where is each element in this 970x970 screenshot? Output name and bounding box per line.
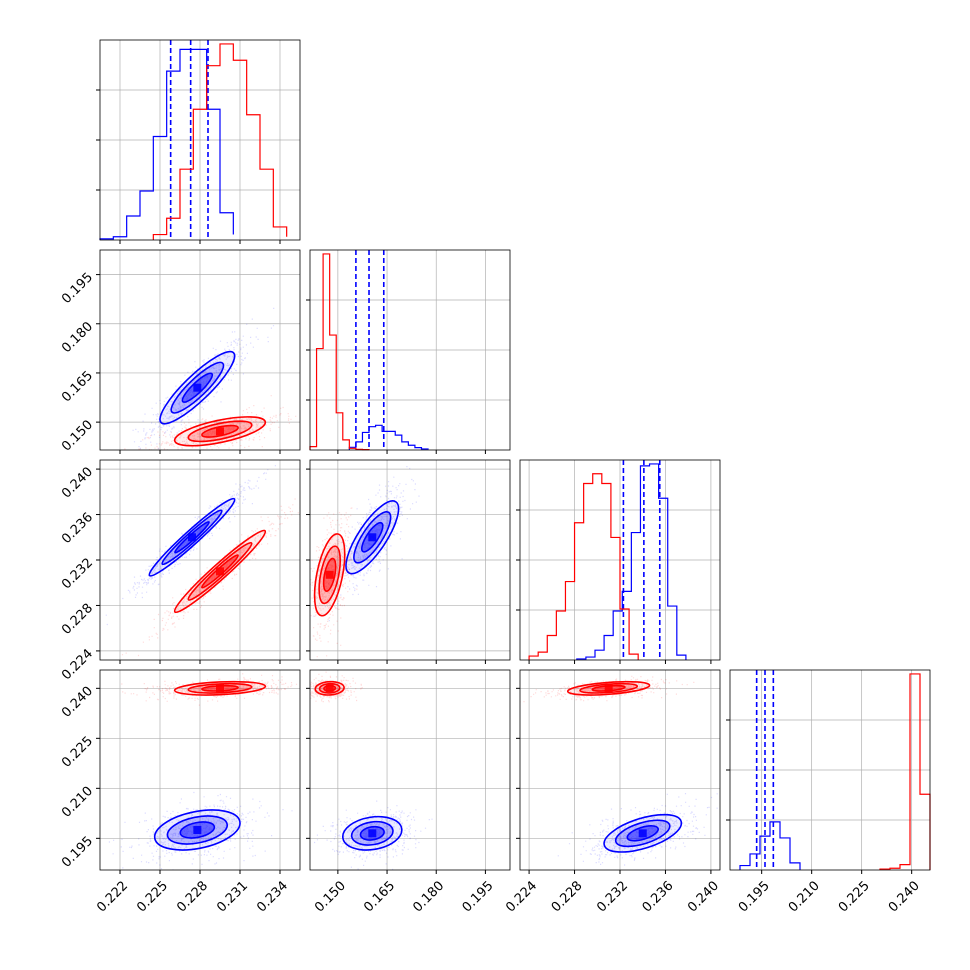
hist-panel-1 (306, 249, 511, 454)
x-tick-label-0-3: 0.231 (214, 878, 251, 915)
y-tick-label-2-4: 0.240 (59, 465, 96, 502)
scatter-panel-1-2 (306, 459, 511, 664)
hist-panel-0 (96, 39, 301, 244)
scatter-body-0-3 (108, 673, 298, 870)
y-tick-label-3-1: 0.210 (59, 784, 96, 821)
y-tick-label-1-1: 0.165 (59, 368, 96, 405)
density-peak-2-3-1 (604, 684, 613, 693)
scatter-panel-0-1 (96, 249, 301, 454)
density-peak-1-3-1 (325, 684, 334, 693)
hist-1-series-0 (348, 424, 429, 450)
scatter-points-1-3-1 (310, 671, 363, 703)
scatter-panel-bg-1-3 (310, 670, 510, 870)
scatter-body-0-2 (105, 465, 300, 657)
scatter-panel-1-3 (306, 669, 511, 874)
x-tick-label-1-2: 0.180 (410, 878, 447, 915)
density-peak-0-1-0 (193, 383, 202, 392)
scatter-points-0-1-1 (124, 395, 297, 450)
y-tick-label-3-0: 0.195 (59, 834, 96, 871)
density-peak-2-3-0 (638, 829, 647, 838)
hist-0-series-1 (152, 43, 288, 240)
scatter-panel-frame-1-3 (309, 669, 511, 871)
y-tick-label-3-2: 0.225 (59, 734, 96, 771)
density-peak-1-2-1 (325, 570, 334, 579)
x-tick-label-2-3: 0.236 (640, 879, 677, 916)
x-tick-label-0-0: 0.222 (94, 878, 131, 915)
y-tick-label-2-1: 0.228 (59, 601, 96, 638)
y-tick-label-2-3: 0.236 (59, 510, 96, 547)
y-tick-label-2-2: 0.232 (59, 555, 96, 592)
x-tick-label-2-0: 0.224 (503, 879, 540, 916)
scatter-body-1-3 (310, 671, 433, 870)
x-tick-label-1-1: 0.165 (361, 878, 398, 915)
y-tick-label-1-2: 0.180 (59, 319, 96, 356)
scatter-body-0-1 (124, 307, 297, 450)
hist-2-series-0 (576, 463, 687, 660)
hist-panel-2 (516, 459, 721, 664)
scatter-body-2-3 (520, 675, 718, 866)
scatter-panel-frame-0-3 (99, 669, 301, 871)
y-tick-label-3-3: 0.240 (59, 684, 96, 721)
density-peak-1-2-0 (368, 533, 377, 542)
y-tick-label-1-3: 0.195 (59, 270, 96, 307)
x-tick-label-1-3: 0.195 (460, 878, 497, 915)
density-peak-0-1-1 (216, 427, 224, 436)
x-tick-label-1-0: 0.150 (312, 879, 349, 916)
hist-0-series-0 (99, 48, 234, 240)
hist-panel-3 (726, 669, 931, 874)
density-peak-0-2-0 (188, 533, 196, 542)
x-tick-label-2-2: 0.232 (594, 878, 631, 915)
y-tick-label-2-0: 0.224 (59, 646, 96, 683)
scatter-points-0-2-1 (121, 498, 300, 657)
hist-panel-frame-0 (99, 39, 301, 241)
y-tick-label-1-0: 0.150 (59, 418, 96, 455)
density-peak-0-3-1 (216, 684, 224, 693)
scatter-panel-0-2 (96, 459, 301, 664)
hist-2-series-1 (528, 473, 639, 660)
hist-1-series-1 (309, 253, 370, 451)
hist-3-series-1 (879, 673, 931, 870)
density-peak-0-3-0 (193, 826, 202, 834)
scatter-panel-frame-0-1 (99, 249, 301, 451)
scatter-points-0-3-1 (121, 673, 298, 706)
scatter-panel-0-3 (96, 669, 301, 874)
x-tick-label-3-2: 0.225 (836, 879, 873, 916)
x-tick-label-2-4: 0.240 (685, 878, 722, 915)
density-peak-0-2-1 (216, 567, 224, 576)
hist-panel-frame-2 (519, 459, 721, 661)
scatter-panel-frame-2-3 (519, 669, 721, 871)
hist-3-series-0 (739, 821, 801, 870)
scatter-panel-frame-1-2 (309, 459, 511, 661)
hist-panel-frame-1 (309, 249, 511, 451)
x-tick-label-0-2: 0.228 (174, 878, 211, 915)
density-peak-1-3-0 (368, 829, 377, 838)
x-tick-label-3-0: 0.195 (736, 879, 773, 916)
x-tick-label-3-1: 0.210 (786, 879, 823, 916)
scatter-panel-2-3 (516, 669, 721, 874)
hist-panel-frame-3 (729, 669, 931, 871)
x-tick-label-0-1: 0.225 (134, 878, 171, 915)
x-tick-label-3-3: 0.240 (886, 879, 923, 916)
scatter-body-1-2 (310, 460, 420, 658)
x-tick-label-2-1: 0.228 (549, 878, 586, 915)
scatter-points-1-2-1 (310, 507, 362, 658)
x-tick-label-0-4: 0.234 (254, 878, 291, 915)
scatter-panel-frame-0-2 (99, 459, 301, 661)
